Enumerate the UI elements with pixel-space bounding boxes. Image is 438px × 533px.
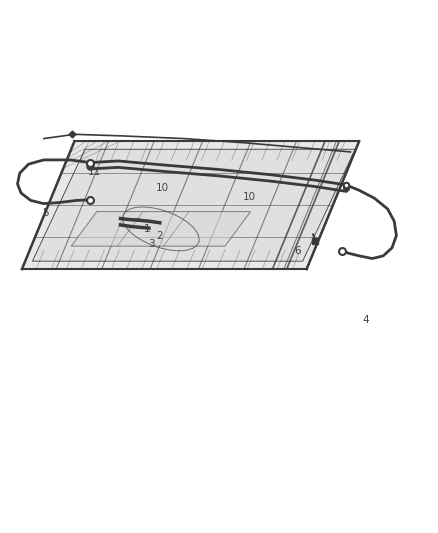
Text: 10: 10 — [243, 192, 256, 202]
Polygon shape — [71, 212, 251, 246]
Text: 10: 10 — [155, 183, 169, 192]
Text: 11: 11 — [88, 167, 101, 176]
Polygon shape — [22, 141, 359, 269]
Text: 6: 6 — [294, 246, 301, 255]
Text: 2: 2 — [156, 231, 163, 240]
Polygon shape — [32, 149, 355, 261]
Text: 4: 4 — [362, 315, 369, 325]
Text: 3: 3 — [148, 239, 155, 248]
Text: 1: 1 — [143, 224, 150, 234]
Text: 5: 5 — [42, 208, 49, 218]
